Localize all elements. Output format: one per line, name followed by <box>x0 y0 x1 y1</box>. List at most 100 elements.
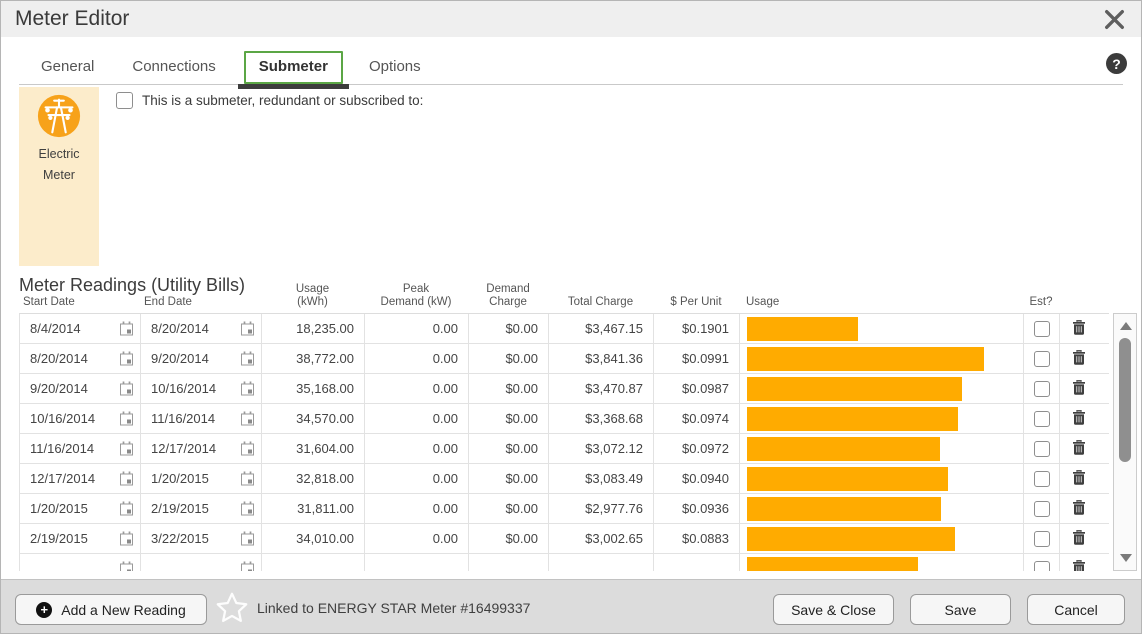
start-date-cell[interactable] <box>20 554 141 571</box>
usage-kwh-cell[interactable]: 34,010.00 <box>262 524 365 554</box>
peak-demand-cell[interactable]: 0.00 <box>365 374 469 404</box>
demand-charge-cell[interactable]: $0.00 <box>469 434 549 464</box>
add-new-reading-button[interactable]: + Add a New Reading <box>15 594 207 625</box>
est-checkbox[interactable] <box>1034 531 1050 547</box>
total-charge-cell[interactable] <box>549 554 654 571</box>
peak-demand-cell[interactable]: 0.00 <box>365 464 469 494</box>
scrollbar-thumb[interactable] <box>1119 338 1131 462</box>
calendar-icon[interactable] <box>241 381 254 396</box>
calendar-icon[interactable] <box>120 381 133 396</box>
total-charge-cell[interactable]: $3,002.65 <box>549 524 654 554</box>
usage-kwh-cell[interactable]: 34,570.00 <box>262 404 365 434</box>
total-charge-cell[interactable]: $3,841.36 <box>549 344 654 374</box>
delete-cell[interactable] <box>1060 554 1109 571</box>
est-checkbox[interactable] <box>1034 471 1050 487</box>
peak-demand-cell[interactable] <box>365 554 469 571</box>
demand-charge-cell[interactable]: $0.00 <box>469 494 549 524</box>
end-date-cell[interactable]: 11/16/2014 <box>141 404 262 434</box>
calendar-icon[interactable] <box>120 411 133 426</box>
usage-kwh-cell[interactable]: 35,168.00 <box>262 374 365 404</box>
total-charge-cell[interactable]: $3,072.12 <box>549 434 654 464</box>
peak-demand-cell[interactable]: 0.00 <box>365 434 469 464</box>
calendar-icon[interactable] <box>241 441 254 456</box>
calendar-icon[interactable] <box>241 501 254 516</box>
start-date-cell[interactable]: 11/16/2014 <box>20 434 141 464</box>
total-charge-cell[interactable]: $3,368.68 <box>549 404 654 434</box>
save-and-close-button[interactable]: Save & Close <box>773 594 894 625</box>
demand-charge-cell[interactable]: $0.00 <box>469 314 549 344</box>
per-unit-cell[interactable]: $0.0972 <box>654 434 740 464</box>
vertical-scrollbar[interactable] <box>1113 313 1137 571</box>
delete-cell[interactable] <box>1060 344 1109 374</box>
delete-cell[interactable] <box>1060 314 1109 344</box>
end-date-cell[interactable]: 10/16/2014 <box>141 374 262 404</box>
calendar-icon[interactable] <box>241 351 254 366</box>
calendar-icon[interactable] <box>241 561 254 571</box>
est-checkbox[interactable] <box>1034 381 1050 397</box>
demand-charge-cell[interactable]: $0.00 <box>469 464 549 494</box>
demand-charge-cell[interactable]: $0.00 <box>469 374 549 404</box>
calendar-icon[interactable] <box>120 471 133 486</box>
tab-connections[interactable]: Connections <box>120 51 227 84</box>
delete-cell[interactable] <box>1060 434 1109 464</box>
peak-demand-cell[interactable]: 0.00 <box>365 404 469 434</box>
start-date-cell[interactable]: 2/19/2015 <box>20 524 141 554</box>
usage-kwh-cell[interactable]: 32,818.00 <box>262 464 365 494</box>
per-unit-cell[interactable]: $0.0940 <box>654 464 740 494</box>
calendar-icon[interactable] <box>120 501 133 516</box>
per-unit-cell[interactable]: $0.0987 <box>654 374 740 404</box>
calendar-icon[interactable] <box>241 471 254 486</box>
submeter-checkbox[interactable] <box>116 92 133 109</box>
total-charge-cell[interactable]: $3,083.49 <box>549 464 654 494</box>
start-date-cell[interactable]: 10/16/2014 <box>20 404 141 434</box>
help-button[interactable]: ? <box>1106 53 1127 74</box>
calendar-icon[interactable] <box>120 441 133 456</box>
usage-kwh-cell[interactable]: 38,772.00 <box>262 344 365 374</box>
end-date-cell[interactable] <box>141 554 262 571</box>
end-date-cell[interactable]: 9/20/2014 <box>141 344 262 374</box>
usage-kwh-cell[interactable] <box>262 554 365 571</box>
per-unit-cell[interactable]: $0.0991 <box>654 344 740 374</box>
per-unit-cell[interactable]: $0.0936 <box>654 494 740 524</box>
est-checkbox[interactable] <box>1034 351 1050 367</box>
delete-cell[interactable] <box>1060 524 1109 554</box>
usage-kwh-cell[interactable]: 31,604.00 <box>262 434 365 464</box>
calendar-icon[interactable] <box>241 321 254 336</box>
start-date-cell[interactable]: 8/20/2014 <box>20 344 141 374</box>
end-date-cell[interactable]: 1/20/2015 <box>141 464 262 494</box>
total-charge-cell[interactable]: $2,977.76 <box>549 494 654 524</box>
calendar-icon[interactable] <box>120 351 133 366</box>
usage-kwh-cell[interactable]: 31,811.00 <box>262 494 365 524</box>
end-date-cell[interactable]: 12/17/2014 <box>141 434 262 464</box>
delete-cell[interactable] <box>1060 374 1109 404</box>
calendar-icon[interactable] <box>120 561 133 571</box>
est-checkbox[interactable] <box>1034 441 1050 457</box>
close-button[interactable] <box>1102 7 1127 32</box>
est-checkbox[interactable] <box>1034 321 1050 337</box>
calendar-icon[interactable] <box>120 321 133 336</box>
start-date-cell[interactable]: 9/20/2014 <box>20 374 141 404</box>
per-unit-cell[interactable]: $0.0974 <box>654 404 740 434</box>
start-date-cell[interactable]: 8/4/2014 <box>20 314 141 344</box>
calendar-icon[interactable] <box>120 531 133 546</box>
tab-general[interactable]: General <box>29 51 106 84</box>
total-charge-cell[interactable]: $3,467.15 <box>549 314 654 344</box>
demand-charge-cell[interactable]: $0.00 <box>469 404 549 434</box>
per-unit-cell[interactable] <box>654 554 740 571</box>
demand-charge-cell[interactable]: $0.00 <box>469 524 549 554</box>
est-checkbox[interactable] <box>1034 411 1050 427</box>
tab-submeter[interactable]: Submeter <box>244 51 343 84</box>
delete-cell[interactable] <box>1060 464 1109 494</box>
usage-kwh-cell[interactable]: 18,235.00 <box>262 314 365 344</box>
total-charge-cell[interactable]: $3,470.87 <box>549 374 654 404</box>
end-date-cell[interactable]: 2/19/2015 <box>141 494 262 524</box>
end-date-cell[interactable]: 3/22/2015 <box>141 524 262 554</box>
peak-demand-cell[interactable]: 0.00 <box>365 314 469 344</box>
per-unit-cell[interactable]: $0.0883 <box>654 524 740 554</box>
calendar-icon[interactable] <box>241 531 254 546</box>
demand-charge-cell[interactable]: $0.00 <box>469 344 549 374</box>
scroll-up-arrow-icon[interactable] <box>1120 322 1132 330</box>
start-date-cell[interactable]: 12/17/2014 <box>20 464 141 494</box>
end-date-cell[interactable]: 8/20/2014 <box>141 314 262 344</box>
peak-demand-cell[interactable]: 0.00 <box>365 524 469 554</box>
